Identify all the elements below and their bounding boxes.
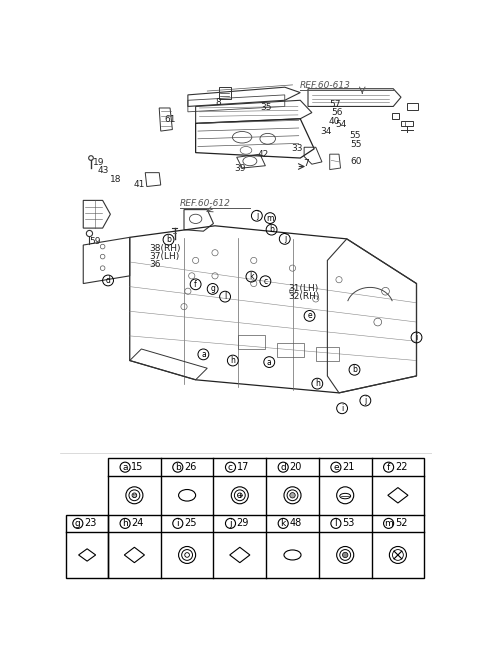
- Text: 25: 25: [184, 518, 196, 528]
- Text: a: a: [201, 350, 206, 359]
- Text: g: g: [75, 519, 81, 528]
- Bar: [108, 459, 424, 578]
- Text: e: e: [307, 312, 312, 320]
- Text: h: h: [315, 379, 320, 388]
- Text: g: g: [210, 285, 215, 293]
- Text: 42: 42: [258, 150, 269, 159]
- Text: 53: 53: [342, 518, 354, 528]
- Text: d: d: [280, 462, 286, 472]
- Text: l: l: [335, 519, 337, 528]
- Text: 52: 52: [395, 518, 408, 528]
- Bar: [316, 346, 339, 361]
- Text: b: b: [166, 235, 171, 244]
- Text: h: h: [122, 519, 128, 528]
- Text: 39: 39: [234, 163, 246, 173]
- Text: 37(LH): 37(LH): [149, 252, 180, 261]
- Text: j: j: [256, 211, 258, 220]
- Text: i: i: [415, 333, 418, 342]
- Text: j: j: [229, 519, 232, 528]
- Text: 17: 17: [237, 462, 249, 472]
- Text: j: j: [284, 234, 286, 243]
- Text: k: k: [249, 272, 253, 281]
- Text: d: d: [106, 276, 110, 285]
- Text: 54: 54: [335, 119, 347, 129]
- Text: 31(LH): 31(LH): [288, 283, 319, 293]
- Bar: [238, 335, 265, 349]
- Text: e: e: [333, 462, 339, 472]
- Text: 57: 57: [330, 100, 341, 109]
- Text: 40: 40: [328, 117, 339, 127]
- Text: a: a: [122, 462, 128, 472]
- Text: b: b: [269, 225, 274, 234]
- Text: m: m: [384, 519, 393, 528]
- Text: l: l: [224, 292, 226, 301]
- Bar: [277, 343, 304, 357]
- Text: 21: 21: [342, 462, 354, 472]
- Text: c: c: [264, 277, 267, 286]
- Text: f: f: [387, 462, 390, 472]
- Text: 61: 61: [165, 115, 176, 124]
- Text: h: h: [230, 356, 235, 365]
- Text: 18: 18: [110, 175, 122, 184]
- Text: k: k: [281, 519, 286, 528]
- Text: i: i: [177, 519, 179, 528]
- Text: j: j: [364, 396, 366, 405]
- Text: 15: 15: [132, 462, 144, 472]
- Text: 20: 20: [289, 462, 302, 472]
- Text: REF.60-612: REF.60-612: [180, 199, 231, 208]
- Text: 59: 59: [89, 237, 101, 246]
- Text: 29: 29: [237, 518, 249, 528]
- Text: 7: 7: [303, 159, 309, 168]
- Circle shape: [290, 493, 295, 498]
- Text: a: a: [267, 358, 272, 367]
- Text: m: m: [266, 214, 274, 222]
- Text: i: i: [341, 404, 343, 413]
- Text: 48: 48: [289, 518, 301, 528]
- Text: 19: 19: [93, 158, 104, 167]
- Text: b: b: [352, 365, 357, 375]
- Text: 60: 60: [350, 157, 362, 167]
- Text: 55: 55: [350, 140, 362, 150]
- Text: 41: 41: [133, 180, 145, 190]
- Text: 55: 55: [349, 131, 360, 140]
- Text: 24: 24: [132, 518, 144, 528]
- Text: 23: 23: [84, 518, 96, 528]
- Circle shape: [343, 552, 348, 558]
- Text: c: c: [228, 462, 233, 472]
- Text: 34: 34: [321, 127, 332, 136]
- Text: 33: 33: [292, 144, 303, 154]
- Text: f: f: [194, 280, 197, 289]
- Text: 36: 36: [149, 260, 161, 269]
- Text: 38(RH): 38(RH): [149, 245, 180, 253]
- Bar: [66, 514, 108, 578]
- Text: 43: 43: [97, 166, 108, 175]
- Text: 22: 22: [395, 462, 408, 472]
- Text: 35: 35: [261, 104, 272, 112]
- Text: 56: 56: [331, 108, 343, 117]
- Text: 26: 26: [184, 462, 196, 472]
- Text: REF.60-613: REF.60-613: [300, 81, 351, 91]
- Text: 8: 8: [215, 98, 221, 107]
- Text: 32(RH): 32(RH): [288, 292, 320, 301]
- Text: b: b: [175, 462, 180, 472]
